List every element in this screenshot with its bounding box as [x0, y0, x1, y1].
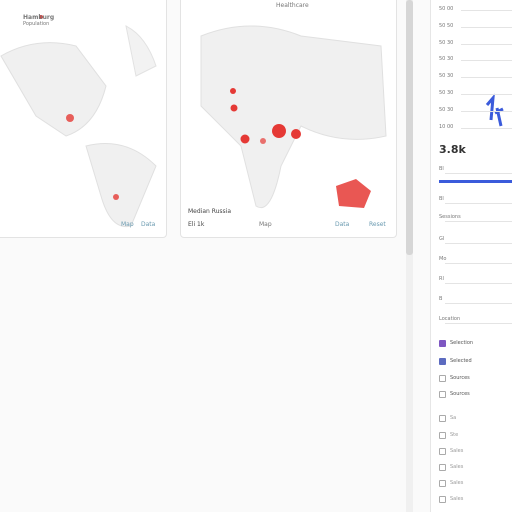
map-card: Hamburg Population Map Data	[0, 0, 167, 238]
option-label: Sales	[450, 464, 464, 470]
option-label: Ste	[450, 432, 459, 438]
option-label: Selected	[450, 358, 472, 364]
glyph	[485, 93, 504, 127]
field-input[interactable]	[445, 173, 512, 174]
map-dot	[272, 124, 286, 138]
card-link[interactable]: Data	[141, 221, 156, 228]
scale-line	[461, 43, 512, 45]
card-link[interactable]: Reset	[369, 221, 386, 228]
land	[0, 42, 107, 137]
field-label: B	[439, 296, 443, 302]
map-dot	[39, 15, 43, 19]
summary-value: 3.8k	[439, 143, 466, 156]
side-panel: 50 00 50 50 50 30 50 30 50 30 50 30 50 30 10 00…	[430, 0, 512, 512]
map-dot	[230, 88, 236, 94]
map-dot	[260, 138, 266, 144]
map-dot	[240, 134, 250, 144]
scale-label: 50 30	[439, 90, 454, 96]
scale-label: 50 00	[439, 6, 454, 12]
checkbox[interactable]	[439, 358, 446, 365]
checkbox[interactable]	[439, 415, 446, 422]
field-label: Bl	[439, 166, 444, 172]
checkbox[interactable]	[439, 464, 446, 471]
checkbox[interactable]	[439, 391, 446, 398]
field-label: Location	[439, 316, 461, 322]
scale-line	[461, 60, 512, 62]
field-label: Mo	[439, 256, 447, 262]
option-label: Selection	[450, 340, 474, 346]
scrollbar[interactable]	[406, 0, 413, 512]
map	[0, 15, 157, 228]
checkbox[interactable]	[439, 340, 446, 347]
option-label: Sources	[450, 375, 470, 381]
map-dot	[230, 104, 238, 112]
scale-label: 50 30	[439, 39, 454, 46]
scale-line	[461, 26, 512, 28]
field-input[interactable]	[445, 303, 512, 304]
checkbox[interactable]	[439, 496, 446, 503]
land	[200, 25, 387, 209]
card-subtitle: Population	[23, 21, 50, 27]
scale-line	[461, 77, 512, 79]
card-footer: Median Russia	[188, 208, 232, 215]
scale-line	[461, 10, 512, 11]
option-label: Sources	[450, 391, 470, 397]
checkbox[interactable]	[439, 375, 446, 382]
map-dot	[113, 194, 119, 200]
progress-bar	[439, 180, 512, 183]
card-title: Healthcare	[276, 2, 309, 9]
field-input[interactable]	[445, 263, 512, 264]
scale-label: 50 50	[439, 22, 454, 29]
checkbox[interactable]	[439, 480, 446, 487]
scale-line	[461, 110, 512, 112]
region	[336, 179, 371, 208]
field-label: Sessions	[439, 214, 461, 220]
field-input[interactable]	[445, 283, 512, 284]
scale-label: 50 30	[439, 56, 454, 63]
checkbox[interactable]	[439, 432, 446, 439]
field-input[interactable]	[445, 221, 512, 222]
card-note: Eli 1k	[188, 221, 205, 228]
option-label: Sales	[450, 496, 464, 502]
option-label: Sales	[450, 480, 464, 486]
scale-label: 50 30	[439, 73, 454, 80]
field-input[interactable]	[445, 323, 512, 324]
option-label: Sa	[450, 415, 457, 421]
option-label: Sales	[450, 448, 464, 454]
field-label: Rl	[439, 276, 444, 282]
map-dot	[291, 129, 301, 139]
map-card: Healthcare Median Russia Eli 1k Map Data Rese…	[180, 0, 397, 238]
land	[125, 25, 157, 77]
land	[85, 143, 157, 228]
scroll-thumb[interactable]	[406, 0, 413, 255]
card-link[interactable]: Map	[259, 221, 272, 228]
scale-line	[461, 127, 512, 129]
card-title: Hamburg	[23, 14, 55, 21]
scale-label: 10 00	[439, 123, 454, 130]
map	[200, 25, 387, 209]
scale-line	[461, 94, 512, 95]
card-link[interactable]: Map	[121, 221, 134, 228]
field-input[interactable]	[445, 203, 512, 204]
field-label: Gl	[439, 236, 445, 242]
card-link[interactable]: Data	[335, 221, 350, 228]
scale-label: 50 30	[439, 106, 454, 113]
checkbox[interactable]	[439, 448, 446, 455]
map-dot	[66, 114, 74, 122]
field-label: Bl	[439, 196, 444, 202]
field-input[interactable]	[445, 243, 512, 244]
